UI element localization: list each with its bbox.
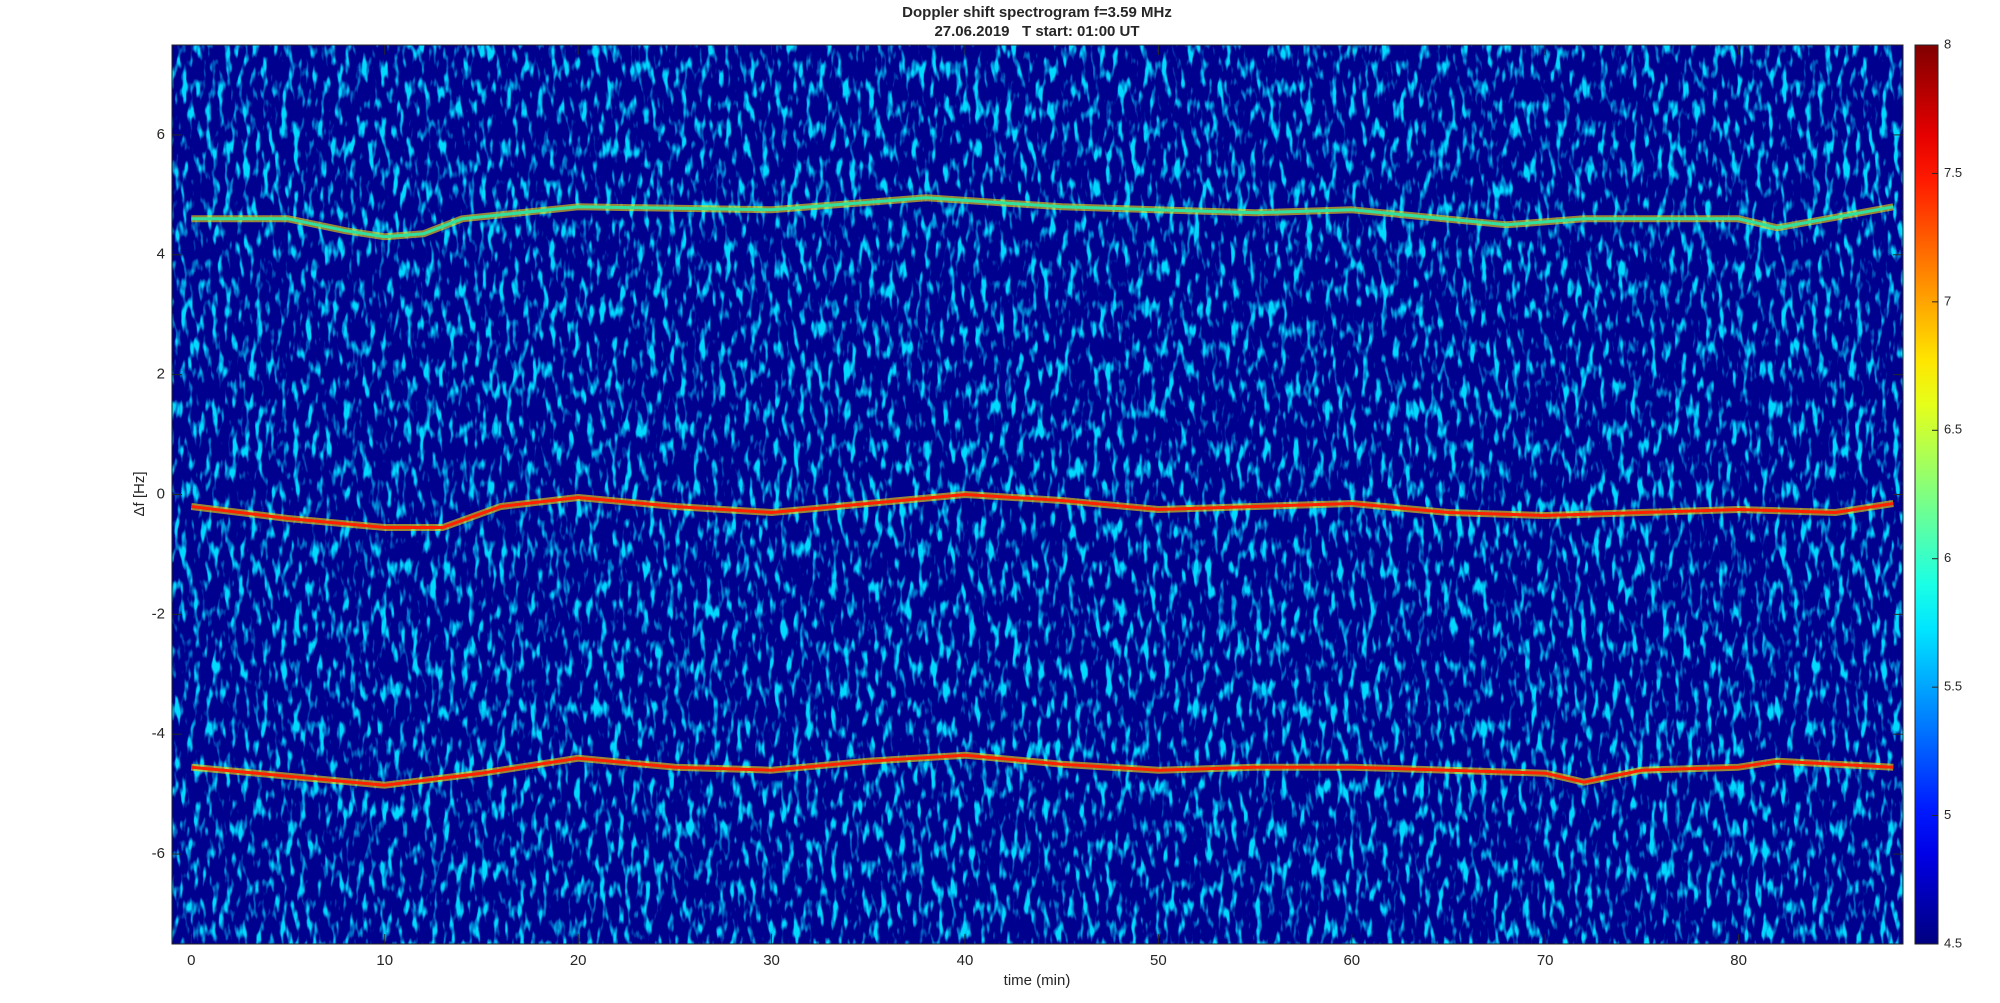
x-tick-label: 70 — [1537, 952, 1554, 969]
chart-subtitle: 27.06.2019 T start: 01:00 UT — [934, 23, 1139, 40]
y-tick-label: 6 — [157, 126, 165, 143]
x-tick-label: 50 — [1150, 952, 1167, 969]
plot-area — [190, 194, 1894, 789]
trace-line — [191, 753, 1894, 787]
x-tick-label: 10 — [376, 952, 393, 969]
colorbar-tick-label: 7.5 — [1944, 165, 1962, 180]
x-tick-label: 0 — [187, 952, 195, 969]
x-tick-label: 80 — [1730, 952, 1747, 969]
y-tick-label: 0 — [157, 485, 165, 502]
noise-texture — [172, 45, 1903, 944]
colorbar-tick-label: 5 — [1944, 807, 1951, 822]
trace-line — [191, 196, 1894, 239]
y-tick-label: 2 — [157, 366, 165, 383]
colorbar-tick-label: 5.5 — [1944, 679, 1962, 694]
y-axis-label: Δf [Hz] — [131, 471, 148, 516]
colorbar — [1914, 44, 1939, 945]
y-tick-label: 4 — [157, 246, 165, 263]
colorbar-tick-label: 8 — [1944, 36, 1951, 51]
x-tick-label: 20 — [570, 952, 587, 969]
x-axis-label: time (min) — [1004, 972, 1071, 989]
chart-title: Doppler shift spectrogram f=3.59 MHz — [902, 4, 1172, 21]
colorbar-tick-label: 4.5 — [1944, 935, 1962, 950]
colorbar-tick-label: 6.5 — [1944, 422, 1962, 437]
y-tick-label: -6 — [152, 845, 165, 862]
x-tick-label: 30 — [763, 952, 780, 969]
y-tick-label: -4 — [152, 725, 165, 742]
x-tick-label: 40 — [957, 952, 974, 969]
colorbar-tick-label: 6 — [1944, 550, 1951, 565]
x-tick-label: 60 — [1343, 952, 1360, 969]
y-tick-label: -2 — [152, 605, 165, 622]
colorbar-tick-label: 7 — [1944, 293, 1951, 308]
trace-line — [191, 493, 1894, 529]
